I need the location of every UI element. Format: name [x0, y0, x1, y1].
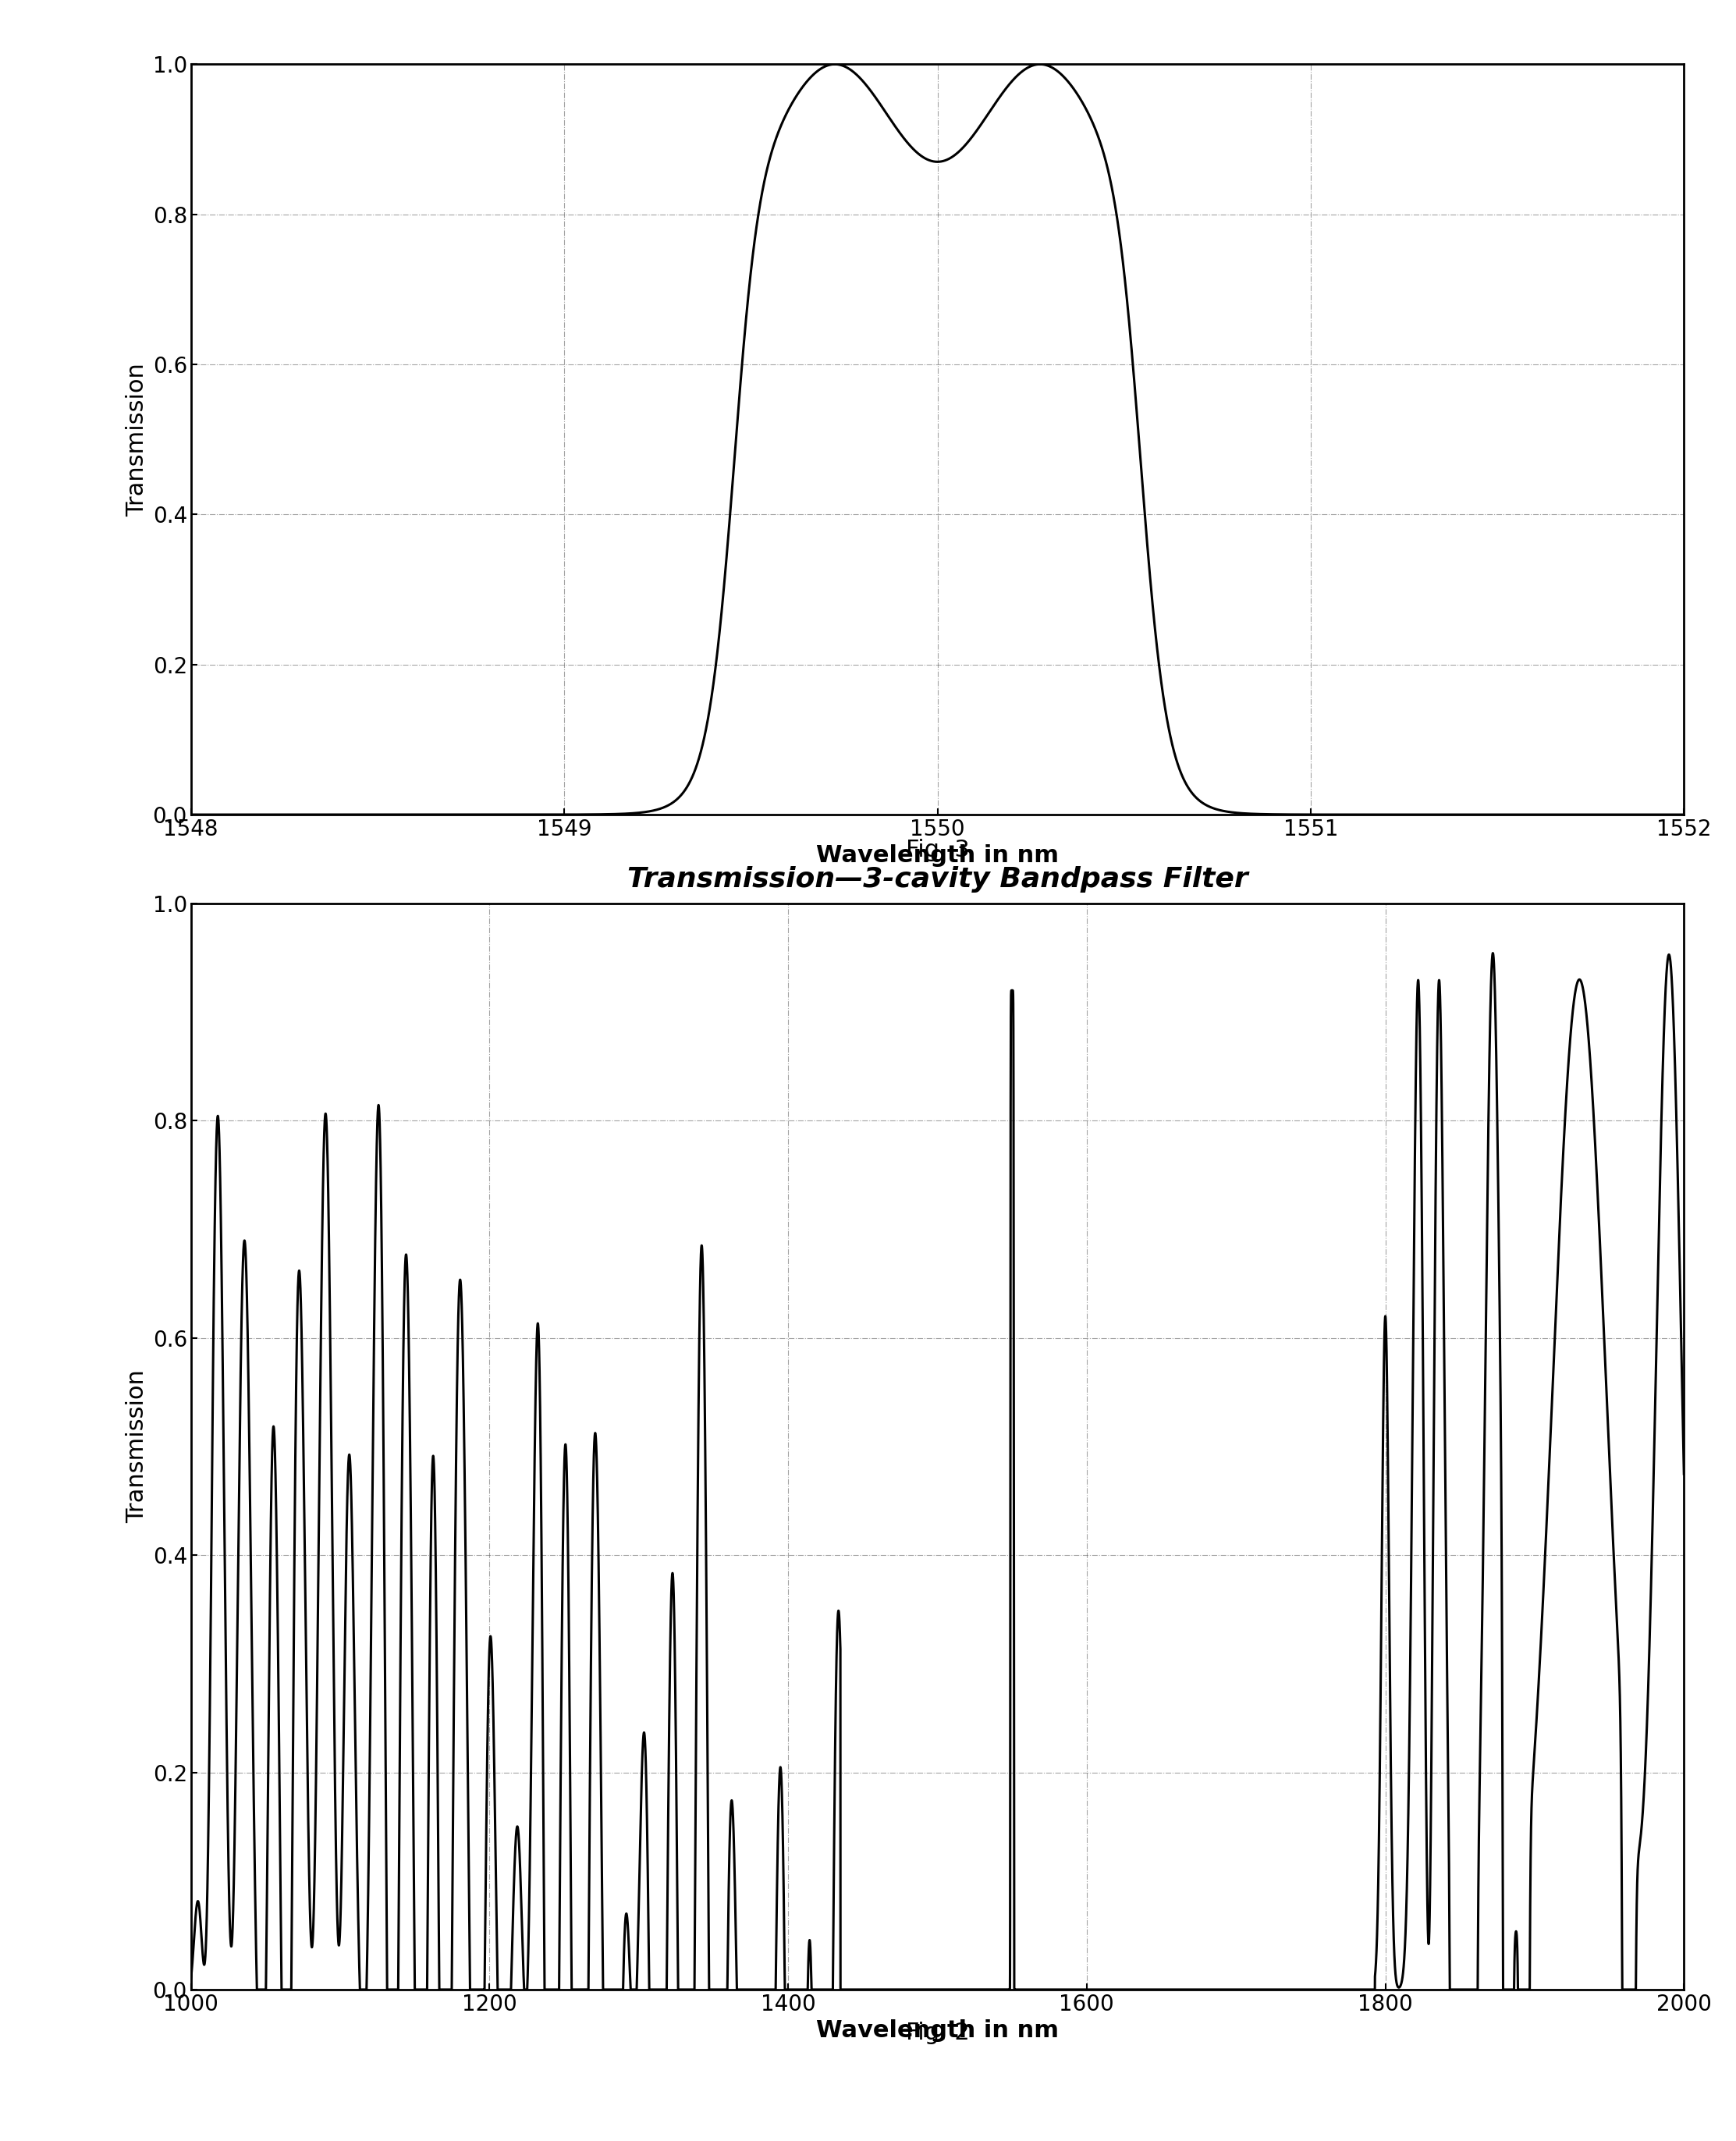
Y-axis label: Transmission: Transmission	[125, 362, 148, 516]
Text: Fig. 2: Fig. 2	[906, 2021, 969, 2045]
Text: Fig. 3: Fig. 3	[906, 839, 969, 861]
Title: Transmission—3-cavity Bandpass Filter: Transmission—3-cavity Bandpass Filter	[627, 867, 1248, 893]
Y-axis label: Transmission: Transmission	[125, 1370, 148, 1524]
X-axis label: Wavelength in nm: Wavelength in nm	[816, 2019, 1059, 2043]
X-axis label: Wavelength in nm: Wavelength in nm	[816, 844, 1059, 867]
